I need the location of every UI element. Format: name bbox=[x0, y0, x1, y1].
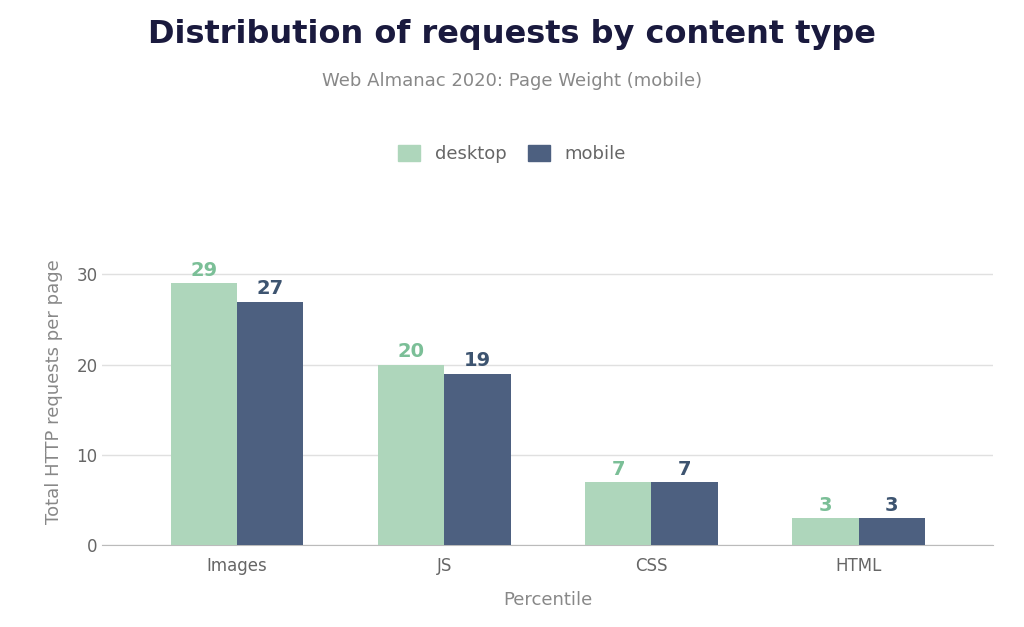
Bar bbox=[238, 302, 303, 545]
Text: 27: 27 bbox=[257, 279, 284, 298]
Bar bbox=[651, 482, 718, 545]
Bar bbox=[444, 374, 511, 545]
Bar bbox=[793, 519, 858, 545]
Text: 29: 29 bbox=[190, 261, 217, 280]
Bar bbox=[585, 482, 651, 545]
Legend: desktop, mobile: desktop, mobile bbox=[391, 137, 633, 171]
Y-axis label: Total HTTP requests per page: Total HTTP requests per page bbox=[44, 260, 62, 524]
Bar bbox=[378, 365, 444, 545]
Text: 7: 7 bbox=[611, 460, 625, 478]
Text: 3: 3 bbox=[885, 496, 898, 515]
Text: 3: 3 bbox=[819, 496, 833, 515]
Bar bbox=[171, 283, 238, 545]
Text: 19: 19 bbox=[464, 351, 490, 370]
Bar bbox=[858, 519, 925, 545]
Text: 20: 20 bbox=[397, 342, 425, 361]
X-axis label: Percentile: Percentile bbox=[503, 591, 593, 609]
Text: 7: 7 bbox=[678, 460, 691, 478]
Text: Web Almanac 2020: Page Weight (mobile): Web Almanac 2020: Page Weight (mobile) bbox=[322, 72, 702, 90]
Text: Distribution of requests by content type: Distribution of requests by content type bbox=[148, 19, 876, 50]
